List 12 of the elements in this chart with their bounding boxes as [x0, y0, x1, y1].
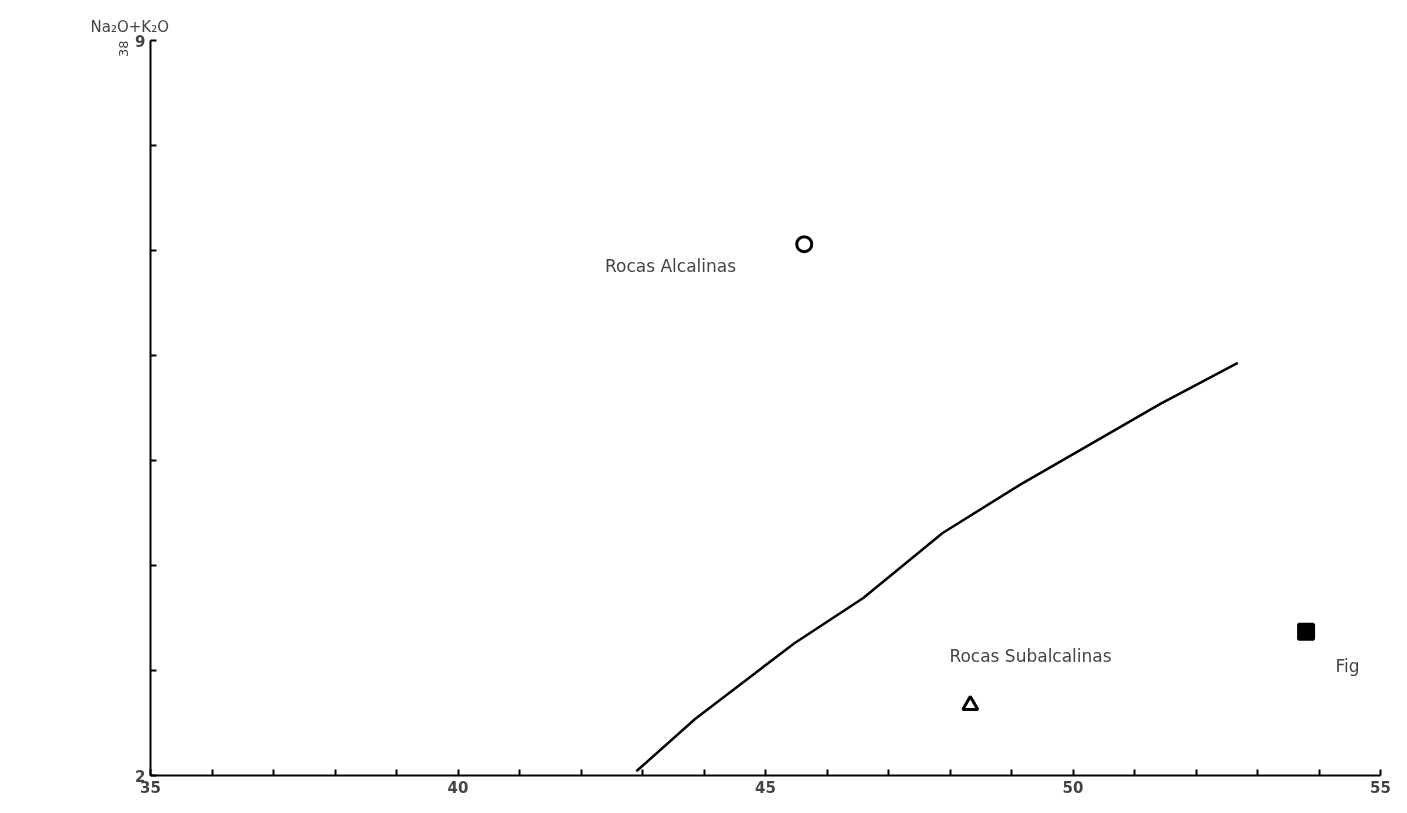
point: [961, 694, 980, 711]
text: 38: [115, 40, 131, 58]
x-tick-label: 50: [1062, 778, 1084, 797]
line-series: [635, 361, 1240, 773]
annotation: Fig: [1335, 655, 1360, 676]
x-tick-label: 40: [447, 778, 469, 797]
annotation: Rocas Alcalinas: [604, 255, 737, 276]
x-tick-label: 55: [1370, 778, 1391, 797]
annotation: Rocas Subalcalinas: [949, 645, 1112, 666]
point: [1297, 622, 1316, 641]
x-tick-label: 45: [755, 778, 776, 797]
point: [795, 235, 814, 254]
